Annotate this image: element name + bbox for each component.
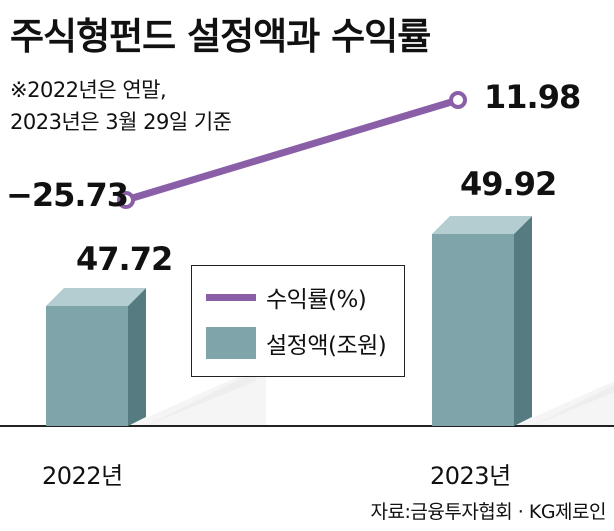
bar-2023년 <box>432 234 514 426</box>
bar-side-2023년 <box>514 216 532 426</box>
source-note: 자료:금융투자협회 · KG제로인 <box>370 501 607 523</box>
legend: 수익률(%) 설정액(조원) <box>191 265 405 377</box>
x-tick-2023: 2023년 <box>430 462 511 490</box>
legend-line-label: 수익률(%) <box>266 287 367 313</box>
bar-label-2023: 49.92 <box>460 165 557 203</box>
chart-title: 주식형펀드 설정액과 수익률 <box>10 15 431 58</box>
bar-side-2022년 <box>128 288 146 426</box>
bar-2022년 <box>46 306 128 426</box>
note-line-1: ※2022년은 연말, <box>10 78 167 102</box>
legend-bar-label: 설정액(조원) <box>266 333 387 359</box>
line-label-2023: 11.98 <box>484 78 581 116</box>
note-line-2: 2023년은 3월 29일 기준 <box>10 110 232 134</box>
bar-top-2023년 <box>432 216 532 234</box>
legend-bar-swatch <box>206 327 256 359</box>
line-label-2022: −25.73 <box>6 176 129 214</box>
bar-shadow <box>514 381 614 426</box>
legend-line-swatch <box>206 293 256 301</box>
bar-shadow <box>128 364 266 426</box>
legend-item-bar: 설정액(조원) <box>206 326 387 360</box>
line-point-2023년 <box>449 91 467 109</box>
x-tick-2022: 2022년 <box>42 462 123 490</box>
line-point-2022년 <box>117 191 135 209</box>
bar-label-2022: 47.72 <box>76 240 173 278</box>
line-series-return <box>122 96 462 204</box>
bar-top-2022년 <box>46 288 146 306</box>
legend-item-line: 수익률(%) <box>206 280 367 314</box>
